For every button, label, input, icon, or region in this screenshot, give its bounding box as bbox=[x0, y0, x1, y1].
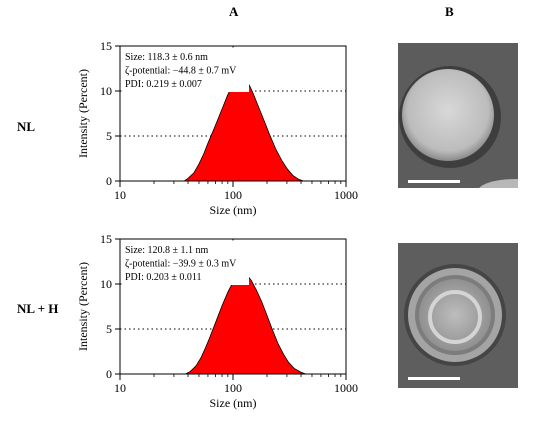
y-tick-label: 0 bbox=[106, 367, 112, 381]
column-label-a: A bbox=[229, 4, 239, 19]
x-tick-label: 1000 bbox=[334, 188, 358, 202]
column-label-b: B bbox=[445, 4, 454, 19]
size-distribution-area bbox=[185, 272, 306, 375]
x-tick-label: 100 bbox=[224, 381, 242, 395]
chart-nl-h-size-distribution: 10 100 1000 0 5 10 15 Size (nm) Intensity (Perce… bbox=[76, 233, 358, 410]
scale-bar bbox=[408, 377, 460, 380]
annotation-text: Size: 120.8 ± 1.1 nm bbox=[125, 245, 208, 256]
y-tick-label: 15 bbox=[100, 233, 112, 246]
tem-vesicle-nl bbox=[398, 43, 518, 188]
y-tick-label: 10 bbox=[100, 84, 112, 98]
y-tick-label: 10 bbox=[100, 277, 112, 291]
tem-image-nl bbox=[398, 43, 518, 188]
x-tick-label: 10 bbox=[114, 381, 126, 395]
y-tick-label: 5 bbox=[106, 129, 112, 143]
annotation-box bbox=[123, 49, 249, 92]
row-label-nl-h: NL + H bbox=[17, 301, 59, 316]
annotation-text: ζ-potential: −39.9 ± 0.3 mV bbox=[125, 259, 237, 270]
tem-vesicle-nl-h bbox=[398, 243, 518, 388]
y-axis-label: Intensity (Percent) bbox=[76, 69, 90, 158]
y-tick-label: 0 bbox=[106, 174, 112, 188]
annotation-text: PDI: 0.219 ± 0.007 bbox=[125, 79, 202, 90]
tem-image-nl-h bbox=[398, 243, 518, 388]
annotation-text: ζ-potential: −44.8 ± 0.7 mV bbox=[125, 66, 237, 77]
annotation-box bbox=[123, 242, 249, 285]
x-tick-label: 10 bbox=[114, 188, 126, 202]
x-tick-label: 1000 bbox=[334, 381, 358, 395]
scale-bar bbox=[408, 180, 460, 183]
annotation-text: Size: 118.3 ± 0.6 nm bbox=[125, 52, 208, 63]
y-tick-label: 5 bbox=[106, 322, 112, 336]
chart-nl-size-distribution: 10 100 1000 0 5 10 15 Size (nm) Intensity (Perce… bbox=[76, 40, 358, 217]
x-axis-label: Size (nm) bbox=[210, 396, 257, 410]
row-label-nl: NL bbox=[17, 119, 36, 134]
annotation-text: PDI: 0.203 ± 0.011 bbox=[125, 272, 202, 283]
x-tick-label: 100 bbox=[224, 188, 242, 202]
y-axis-label: Intensity (Percent) bbox=[76, 262, 90, 351]
size-distribution-area bbox=[183, 77, 304, 182]
y-tick-label: 15 bbox=[100, 40, 112, 53]
x-axis-label: Size (nm) bbox=[210, 203, 257, 217]
